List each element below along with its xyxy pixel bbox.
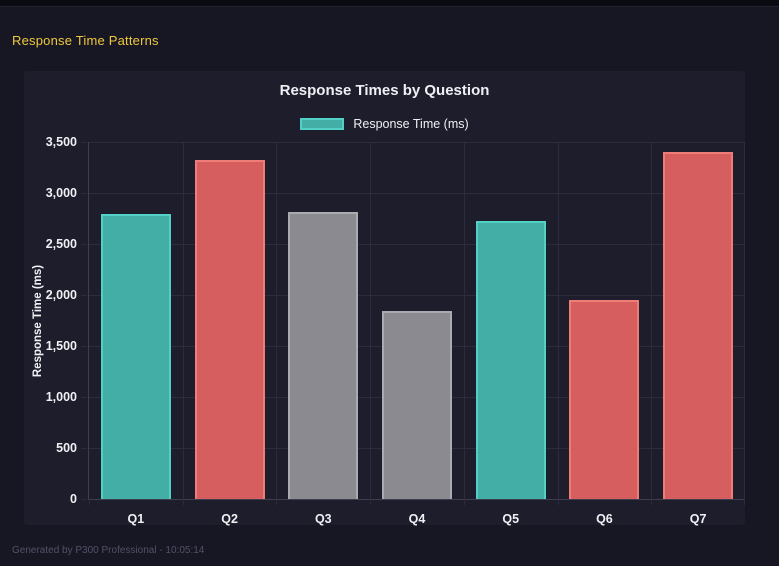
y-tick-mark bbox=[81, 397, 87, 398]
bar-q2[interactable] bbox=[194, 160, 265, 499]
y-axis-title: Response Time (ms) bbox=[32, 264, 44, 378]
bar-q7[interactable] bbox=[663, 152, 734, 499]
y-tick-label: 2,500 bbox=[45, 237, 77, 251]
x-tick-label: Q5 bbox=[502, 512, 520, 526]
y-tick-label: 0 bbox=[70, 492, 77, 506]
bar-q5[interactable] bbox=[475, 221, 546, 499]
h-gridline bbox=[89, 193, 745, 194]
y-tick-mark bbox=[81, 193, 87, 194]
y-tick-mark bbox=[81, 142, 87, 143]
bar-q3[interactable] bbox=[288, 212, 359, 499]
v-gridline bbox=[557, 142, 559, 499]
x-tick-mark bbox=[744, 499, 745, 505]
x-tick-mark bbox=[276, 499, 278, 505]
y-tick-mark bbox=[81, 244, 87, 245]
y-tick-label: 1,000 bbox=[45, 390, 77, 404]
h-gridline bbox=[89, 142, 745, 143]
footer-status-text: Generated by P300 Professional - 10:05:1… bbox=[12, 545, 205, 556]
bar-q4[interactable] bbox=[382, 311, 452, 499]
x-tick-label: Q7 bbox=[689, 512, 707, 526]
chart-card: Response Times by Question Response Time… bbox=[24, 71, 745, 526]
x-tick-label: Q2 bbox=[221, 512, 238, 526]
y-tick-mark bbox=[81, 346, 87, 347]
y-tick-label: 500 bbox=[56, 441, 77, 455]
v-gridline bbox=[744, 142, 745, 499]
y-tick-mark bbox=[81, 499, 87, 500]
h-gridline bbox=[89, 295, 745, 296]
y-tick-label: 1,500 bbox=[45, 339, 77, 353]
legend-label: Response Time (ms) bbox=[353, 117, 469, 131]
window-top-strip bbox=[0, 0, 779, 7]
x-tick-mark bbox=[182, 499, 184, 505]
bar-q1[interactable] bbox=[100, 214, 171, 499]
y-tick-label: 2,000 bbox=[45, 288, 77, 302]
x-tick-mark bbox=[651, 499, 653, 505]
x-tick-label: Q1 bbox=[127, 512, 145, 526]
y-tick-mark bbox=[81, 295, 87, 296]
v-gridline bbox=[463, 142, 465, 499]
x-tick-label: Q6 bbox=[596, 512, 613, 526]
v-gridline bbox=[370, 142, 372, 499]
h-gridline bbox=[89, 244, 745, 245]
page-title: Response Time Patterns bbox=[12, 33, 159, 48]
x-tick-mark bbox=[557, 499, 559, 505]
chart-legend[interactable]: Response Time (ms) bbox=[24, 117, 745, 131]
x-tick-mark bbox=[463, 499, 465, 505]
chart-title: Response Times by Question bbox=[279, 82, 490, 99]
y-tick-label: 3,000 bbox=[45, 186, 77, 200]
x-tick-mark bbox=[370, 499, 372, 505]
plot-area: 0 500 1,000 1,500 2,000 2,500 3,000 3,500 Q1 Q2 Q3… bbox=[46, 135, 745, 526]
v-gridline bbox=[276, 142, 278, 499]
x-tick-label: Q4 bbox=[408, 512, 426, 526]
x-tick-mark bbox=[89, 499, 90, 505]
x-tick-label: Q3 bbox=[314, 512, 332, 526]
y-tick-mark bbox=[81, 448, 87, 449]
bar-q6[interactable] bbox=[569, 300, 640, 499]
v-gridline bbox=[182, 142, 184, 499]
y-tick-label: 3,500 bbox=[45, 135, 77, 149]
v-gridline bbox=[651, 142, 653, 499]
legend-swatch-response-time bbox=[300, 118, 345, 130]
